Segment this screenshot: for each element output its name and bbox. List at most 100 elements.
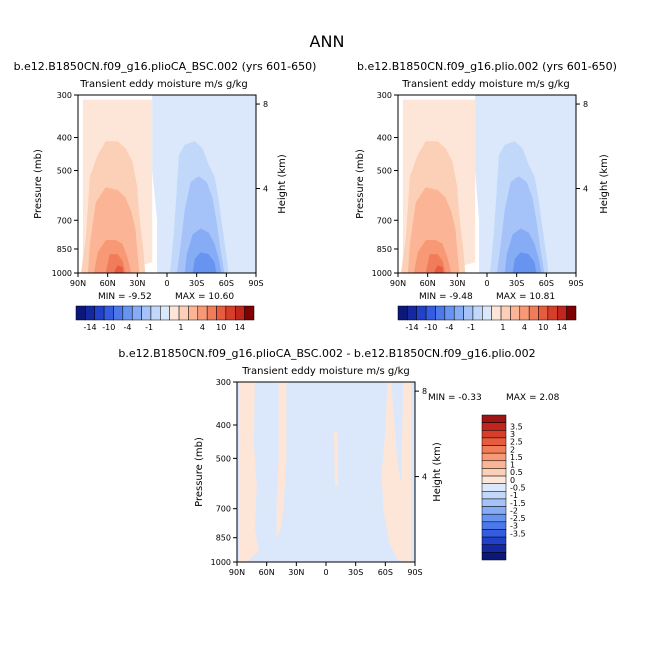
colorbar-label: -10 [424,323,437,332]
colorbar-box [481,475,507,484]
height-tick-label: 8 [263,100,268,109]
colorbar-label: 1 [510,461,515,470]
panel-2: b.e12.B1850CN.f09_g16.plio.002 (yrs 601-… [355,60,617,302]
lat-tick-label: 60S [219,279,234,288]
lat-tick-label: 90N [390,279,406,288]
colorbar-label: 0.5 [510,468,523,477]
colorbar-label: -2.5 [510,514,526,523]
pressure-tick-label: 850 [216,534,231,543]
colorbar-box [481,506,507,515]
panel-1-colorbar: -14 -10 -4 -1 1 4 10 14 [75,305,255,332]
lat-tick-label: 90S [568,279,583,288]
pressure-tick-label: 700 [216,505,231,514]
panel-3-max: MAX = 2.08 [506,393,560,403]
colorbar-box [481,491,507,500]
lat-tick-label: 60N [420,279,436,288]
colorbar-label: 14 [235,323,245,332]
lat-tick-label: 60S [539,279,554,288]
contour-fill-pos-0 [239,382,259,562]
colorbar-box [397,305,408,321]
colorbar-box [216,305,227,321]
panel-1-y2label: Height (km) [277,154,288,214]
colorbar-box [481,513,507,523]
lat-tick-label: 90S [248,279,263,288]
colorbar-box [463,305,474,321]
colorbar-label: -0.5 [510,484,526,493]
colorbar-box [481,552,507,561]
contour-fill-pos-1 [276,382,287,540]
colorbar-box [481,536,507,545]
colorbar-label: -4 [446,323,454,332]
lat-tick-label: 30S [509,279,524,288]
colorbar-label: 2 [510,445,515,454]
lat-tick-label: 0 [484,279,489,288]
pressure-tick-label: 1000 [211,558,231,567]
colorbar-box [131,305,142,321]
panel-2-subtitle: Transient eddy moisture m/s g/kg [401,79,569,90]
colorbar-label: 3 [510,430,515,439]
colorbar-label: 10 [538,323,548,332]
contour-fill-neg-10 [192,252,217,273]
colorbar-box [481,445,507,454]
pressure-tick-label: 300 [216,378,231,387]
lat-tick-label: 30S [348,568,363,577]
colorbar-label: 10 [216,323,226,332]
colorbar-box [500,305,511,321]
colorbar-label: -1 [510,491,518,500]
colorbar-box [510,305,521,321]
lat-tick-label: 60N [259,568,275,577]
panel-1-subtitle: Transient eddy moisture m/s g/kg [79,79,247,90]
panel-1-ylabel: Pressure (mb) [33,149,44,219]
colorbar-label: 4 [522,323,527,332]
colorbar-box [235,305,245,321]
panel-1-min: MIN = -9.52 [98,292,152,302]
colorbar-box [141,305,152,321]
panel-2-plot: 300 400 500 700 850 1000 8 4 90N 60N 30N 0 30S 60S 90S [372,91,588,288]
panel-1-max: MAX = 10.60 [175,292,234,302]
colorbar-box [481,414,507,423]
colorbar-label: -1 [467,323,475,332]
colorbar-box [197,305,208,321]
colorbar-box [150,305,161,321]
colorbar-box [178,305,189,321]
lat-tick-label: 30S [189,279,204,288]
pressure-tick-label: 500 [57,167,72,176]
colorbar-box [225,305,236,321]
colorbar-box [538,305,549,321]
colorbar-box [453,305,464,321]
colorbar-box [169,305,180,321]
pressure-tick-label: 700 [57,216,72,225]
pressure-tick-label: 400 [57,134,72,143]
height-tick-label: 8 [422,387,427,396]
lat-tick-label: 90S [407,568,422,577]
colorbar-box [481,422,507,431]
colorbar-box [482,305,492,321]
lat-tick-label: 30N [129,279,145,288]
contour-fill-pos-5 [433,265,444,273]
pressure-tick-label: 850 [377,245,392,254]
panel-3-colorbar: 3.532.521.510.50-0.5-1-1.5-2-2.5-3-3.5 [481,414,526,561]
colorbar-box [481,498,507,507]
panel-3-y2label: Height (km) [432,442,443,502]
height-tick-label: 4 [263,185,268,194]
colorbar-label: -14 [406,323,419,332]
colorbar-box [481,460,507,469]
pressure-tick-label: 300 [57,91,72,100]
colorbar-label: -3 [510,522,518,531]
lat-tick-label: 60N [100,279,116,288]
colorbar-label: -4 [124,323,132,332]
height-tick-label: 4 [422,473,427,482]
panel-3-min: MIN = -0.33 [428,393,482,403]
colorbar-box [113,305,124,321]
pressure-tick-label: 1000 [372,269,392,278]
colorbar-box [566,305,577,321]
colorbar-label: -2 [510,506,518,515]
colorbar-box [481,544,507,553]
lat-tick-label: 0 [164,279,169,288]
colorbar-box [557,305,567,321]
contour-fill-pos-5 [113,265,124,273]
panel-2-min: MIN = -9.48 [419,292,473,302]
panel-3: b.e12.B1850CN.f09_g16.plioCA_BSC.002 - b… [118,347,559,577]
page-title: ANN [310,32,345,51]
